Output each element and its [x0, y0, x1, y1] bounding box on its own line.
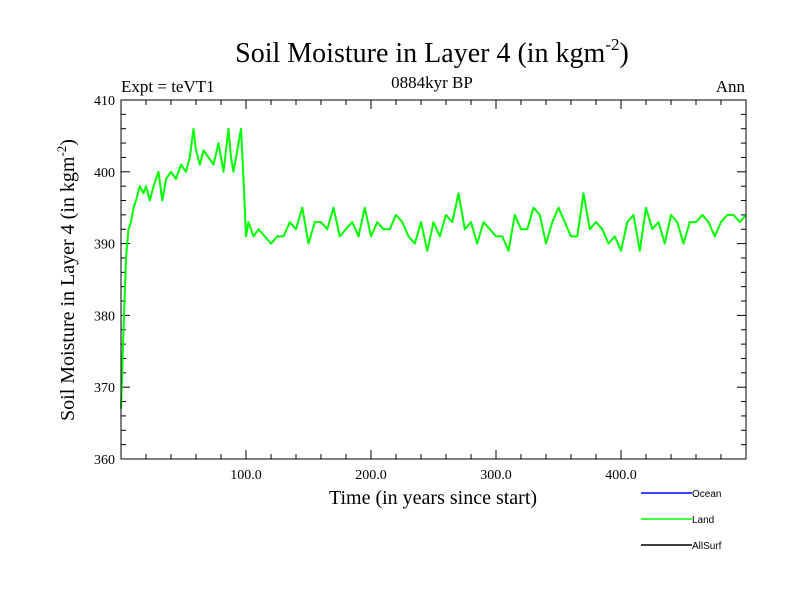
legend-label-allsurf: AllSurf	[692, 541, 722, 552]
series-group	[120, 127, 747, 409]
plot-frame	[120, 99, 747, 460]
axis-ticks	[121, 100, 746, 459]
legend: Ocean Land AllSurf	[641, 489, 722, 552]
experiment-label: Expt = teVT1	[121, 77, 215, 96]
x-tick-label: 200.0	[355, 468, 387, 483]
y-axis-label-main: Soil Moisture in Layer 4 (in kgm	[57, 156, 79, 421]
legend-label-ocean: Ocean	[692, 489, 721, 500]
series-line-land	[120, 127, 747, 409]
y-axis-label-sup: -2	[54, 146, 69, 157]
legend-label-land: Land	[692, 515, 714, 526]
x-tick-label: 100.0	[230, 468, 262, 483]
y-tick-label: 400	[94, 166, 115, 181]
x-axis-label: Time (in years since start)	[329, 487, 537, 509]
chart-title-main: Soil Moisture in Layer 4 (in kgm	[235, 38, 605, 69]
y-tick-label: 380	[94, 309, 115, 324]
y-tick-label: 390	[94, 238, 115, 253]
y-axis-label-close: )	[57, 139, 79, 146]
y-tick-label: 360	[94, 453, 115, 468]
chart-subtitle: 0884kyr BP	[391, 73, 473, 92]
x-tick-label: 400.0	[605, 468, 637, 483]
chart-title-close: )	[620, 38, 629, 69]
season-label: Ann	[716, 77, 746, 96]
x-tick-label: 300.0	[480, 468, 512, 483]
axis-tick-labels: 100.0 200.0 300.0 400.0 360 370 380 390 400 410	[94, 94, 637, 483]
y-axis-label: Soil Moisture in Layer 4 (in kgm-2)	[54, 139, 79, 421]
y-tick-label: 410	[94, 94, 115, 109]
chart-title: Soil Moisture in Layer 4 (in kgm-2)	[235, 35, 629, 69]
chart-title-sup: -2	[605, 35, 619, 54]
y-tick-label: 370	[94, 381, 115, 396]
